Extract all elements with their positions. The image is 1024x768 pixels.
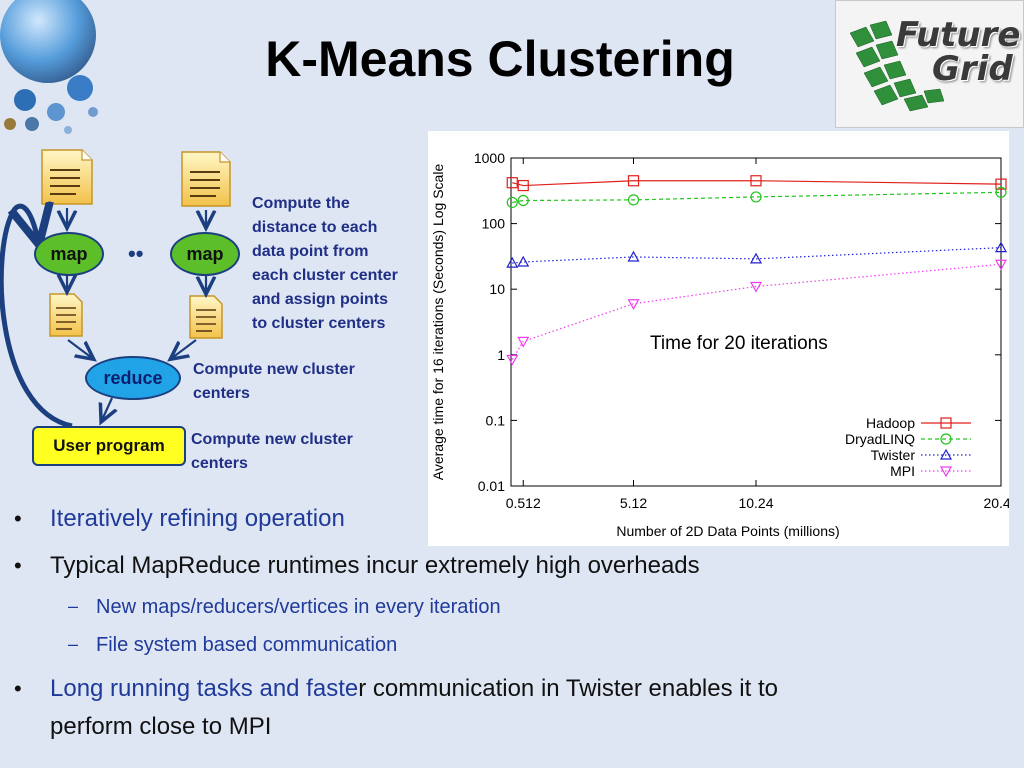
legend-label-hadoop: Hadoop — [866, 415, 915, 431]
y-tick-label: 100 — [482, 216, 506, 232]
map-desc-line: data point from — [252, 243, 369, 260]
mapreduce-diagram — [0, 149, 231, 429]
grid-swoosh-icon — [849, 20, 945, 112]
bullet-3-part-dark: r communication in Twister enables it to — [358, 675, 778, 702]
legend-label-dryadlinq: DryadLINQ — [845, 431, 915, 447]
legend-marker-twister — [939, 448, 953, 460]
reduce-node: reduce — [85, 356, 181, 400]
logo-text-grid: Grid — [932, 49, 1013, 89]
bullet-3-line-2: perform close to MPI — [50, 713, 272, 740]
data-point-twister — [627, 250, 640, 262]
legend-label-twister: Twister — [871, 447, 916, 463]
data-point-twister — [749, 252, 763, 264]
user-program-box: User program — [32, 426, 186, 466]
series-line-dryadlinq — [512, 191, 1002, 204]
diagram-arrows — [0, 206, 206, 429]
data-point-dryadlinq — [750, 191, 762, 203]
data-point-mpi — [517, 336, 530, 348]
data-point-mpi — [994, 259, 1008, 271]
chart-panel: 1000 100 10 1 0.1 0.010.512 5.12 10.24 20.48 Numb… — [428, 131, 1019, 546]
map-description: Compute the distance to each data point … — [252, 192, 427, 336]
intermediate-document-icon-1 — [49, 293, 83, 337]
slide-title: K-Means Clustering — [265, 31, 735, 87]
data-point-dryadlinq — [517, 194, 529, 207]
input-document-icon-1 — [41, 149, 93, 205]
data-point-hadoop — [627, 175, 640, 187]
plot-frame — [510, 157, 1002, 487]
intermediate-document-icon-2 — [189, 295, 223, 339]
y-tick-label: 10 — [489, 281, 505, 297]
data-point-hadoop — [517, 179, 529, 192]
logo-text-future: Future — [896, 15, 1021, 55]
x-tick-label: 20.48 — [983, 495, 1009, 511]
map-desc-line: and assign points — [252, 291, 389, 308]
x-tick-label: 0.512 — [506, 495, 541, 511]
y-tick-label: 1 — [497, 347, 505, 363]
legend-label-mpi: MPI — [890, 463, 915, 479]
reduce-desc-line: Compute new cluster — [193, 361, 355, 378]
legend-marker-dryadlinq — [940, 433, 952, 445]
legend-marker-hadoop — [940, 417, 952, 429]
legend-marker-mpi — [939, 466, 953, 478]
data-point-mpi — [749, 281, 763, 293]
map-desc-line: Compute the — [252, 195, 350, 212]
map-node-1: map — [34, 232, 104, 276]
bullet-2: Typical MapReduce runtimes incur extreme… — [50, 552, 700, 579]
sub-bullet-dash: – — [68, 596, 79, 616]
sub-bullet-1: New maps/reducers/vertices in every iter… — [96, 596, 501, 618]
data-point-hadoop — [506, 177, 518, 189]
sub-bullet-dash: – — [68, 634, 79, 654]
futuregrid-logo: Future Grid — [835, 0, 1024, 128]
y-axis-label: Average time for 16 iterations (Seconds)… — [430, 164, 446, 481]
bullet-dot: • — [14, 553, 22, 578]
corner-globe-decoration — [0, 0, 98, 134]
map-desc-line: to cluster centers — [252, 315, 386, 332]
user-desc-line: centers — [191, 455, 248, 472]
map-node-2: map — [170, 232, 240, 276]
data-point-dryadlinq — [627, 194, 640, 206]
data-point-mpi — [627, 299, 640, 310]
bullet-dot: • — [14, 506, 22, 531]
runtime-chart: 1000 100 10 1 0.1 0.010.512 5.12 10.24 20.48 Numb… — [430, 150, 1019, 539]
x-axis-label: Number of 2D Data Points (millions) — [616, 523, 839, 539]
reduce-desc-line: centers — [193, 385, 250, 402]
map-ellipsis: •• — [128, 241, 144, 266]
series-line-twister — [512, 247, 1002, 264]
x-tick-label: 5.12 — [620, 495, 647, 511]
data-point-twister — [517, 255, 530, 267]
bullet-3: Long running tasks and faster communicat… — [50, 675, 778, 703]
map-desc-line: distance to each — [252, 219, 378, 236]
map-desc-line: each cluster center — [252, 267, 398, 284]
y-tick-label: 0.1 — [486, 412, 506, 428]
y-tick-label: 0.01 — [478, 478, 505, 494]
data-point-hadoop — [750, 175, 762, 187]
bullet-1: Iteratively refining operation — [50, 505, 345, 532]
sub-bullet-2: File system based communication — [96, 634, 398, 656]
user-program-description: Compute new cluster centers — [191, 428, 391, 476]
series-line-hadoop — [512, 180, 1002, 187]
input-document-icon-2 — [181, 151, 231, 207]
reduce-description: Compute new cluster centers — [193, 358, 393, 406]
bullet-dot: • — [14, 676, 22, 701]
data-point-twister — [994, 241, 1008, 253]
bullet-3-part-blue: Long running tasks and faste — [50, 675, 359, 702]
data-point-dryadlinq — [995, 186, 1007, 198]
data-point-twister — [506, 256, 519, 268]
y-tick-label: 1000 — [474, 150, 505, 166]
data-point-mpi — [506, 354, 519, 366]
data-point-hadoop — [995, 178, 1007, 190]
data-point-dryadlinq — [506, 196, 518, 209]
chart-annotation: Time for 20 iterations — [650, 333, 828, 354]
user-desc-line: Compute new cluster — [191, 431, 353, 448]
x-tick-label: 10.24 — [738, 495, 773, 511]
